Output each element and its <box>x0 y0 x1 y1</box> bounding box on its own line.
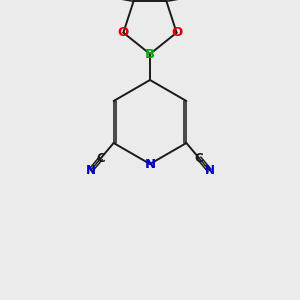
Text: N: N <box>85 164 95 177</box>
Text: B: B <box>145 47 155 61</box>
Text: O: O <box>171 26 182 39</box>
Text: C: C <box>96 152 105 165</box>
Text: N: N <box>205 164 214 177</box>
Text: N: N <box>144 158 156 170</box>
Text: C: C <box>195 152 204 165</box>
Text: O: O <box>118 26 129 39</box>
